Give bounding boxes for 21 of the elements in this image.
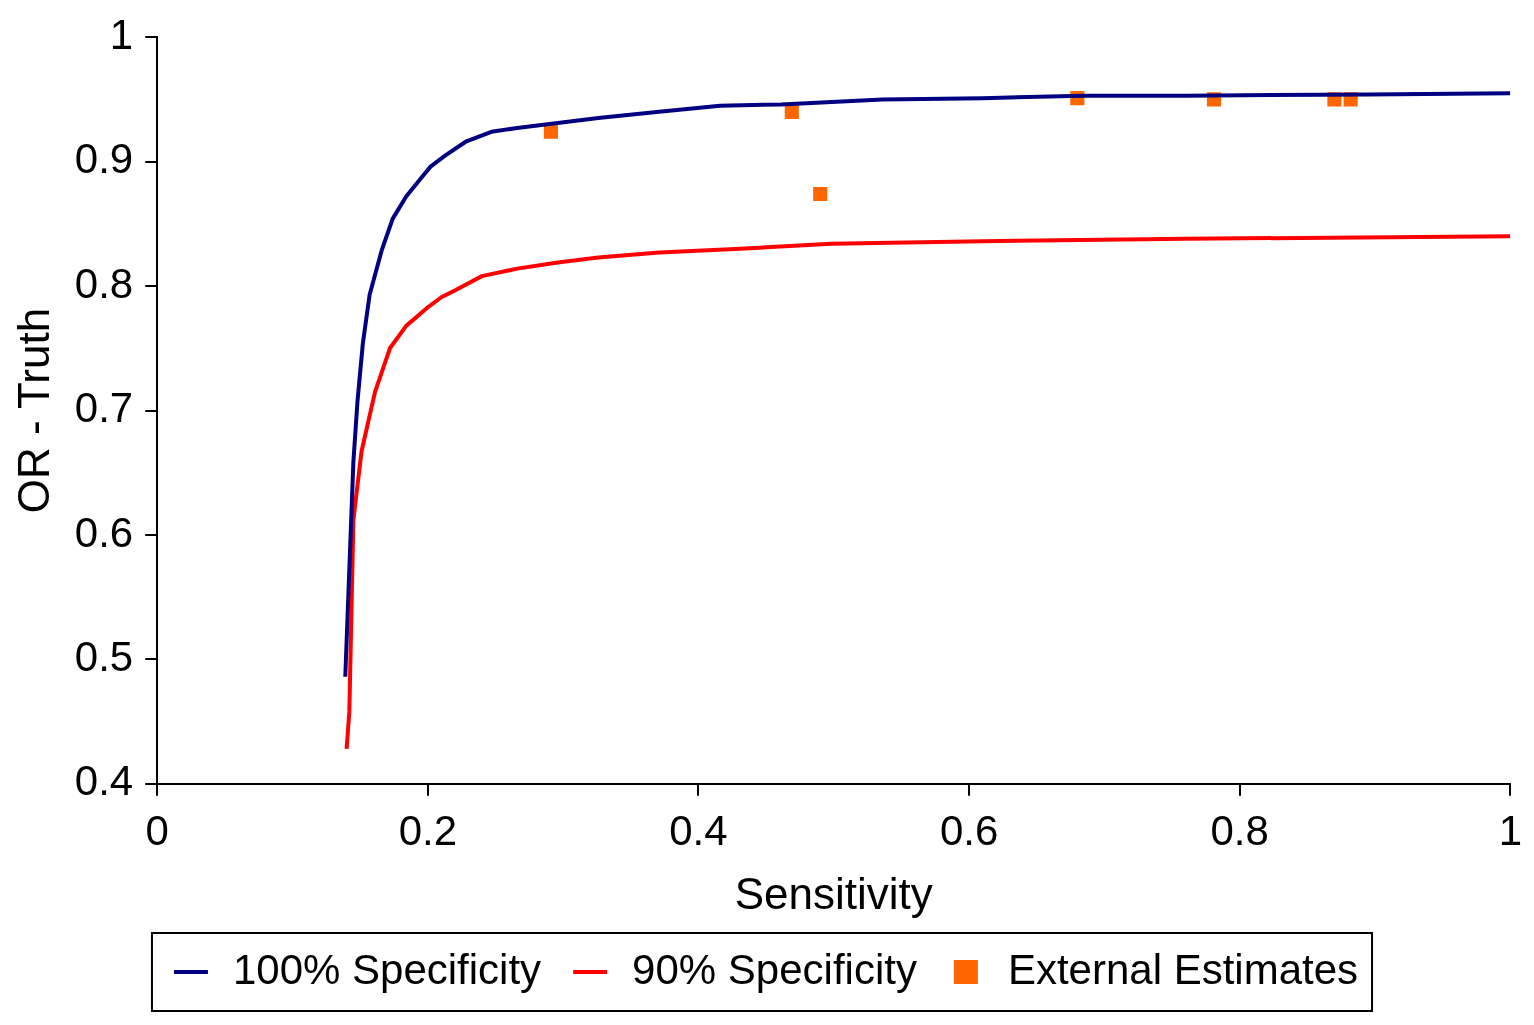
legend-label: 100% Specificity: [232, 945, 542, 993]
y-tick-label: 0.8: [74, 259, 134, 307]
x-tick-label: 0.6: [939, 806, 999, 854]
point: [784, 104, 799, 119]
y-tick-label: 0.6: [74, 508, 134, 556]
y-tick-label: 0.4: [74, 757, 134, 805]
y-tick-label: 0.5: [74, 632, 134, 680]
x-axis-title: Sensitivity: [734, 868, 933, 918]
point: [543, 124, 559, 139]
y-tick-label: 1: [109, 10, 134, 58]
x-tick-label: 0.4: [669, 806, 728, 854]
x-tick-label: 0.8: [1210, 806, 1269, 854]
legend-label: External Estimates: [1007, 945, 1359, 993]
x-tick-label: 0.2: [398, 806, 458, 854]
x-tick-label: 0: [145, 806, 169, 854]
y-axis-title: OR - Truth: [8, 307, 58, 514]
y-tick-label: 0.9: [74, 135, 134, 183]
legend-label: 90% Specificity: [632, 945, 917, 993]
y-tick-label: 0.7: [74, 384, 134, 432]
x-tick-label: 1: [1498, 806, 1522, 854]
point: [813, 186, 828, 202]
